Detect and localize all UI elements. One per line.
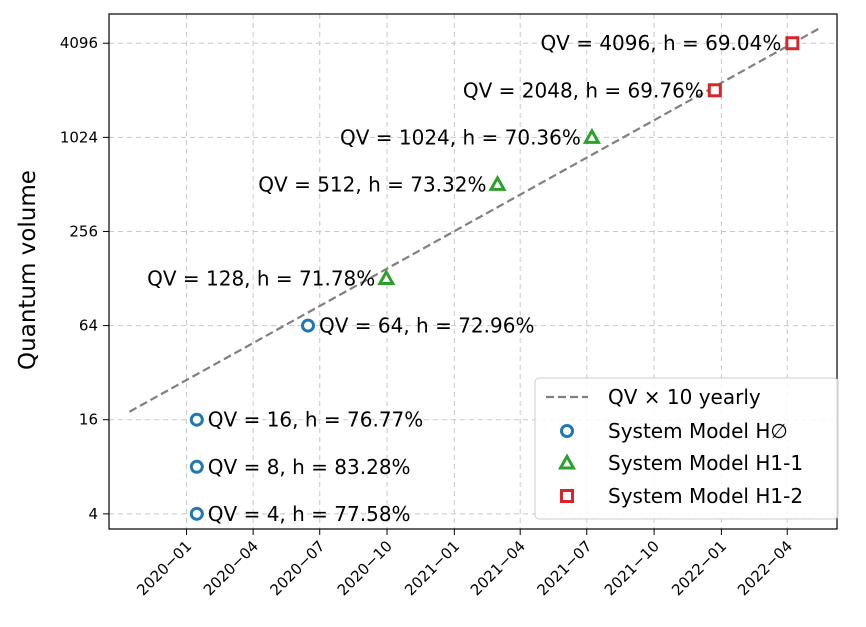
- triangle-marker: [582, 127, 601, 144]
- triangle-marker: [377, 268, 396, 286]
- x-tick-label: 2020−04: [200, 537, 262, 599]
- circle-marker: [189, 459, 204, 474]
- circle-marker: [189, 506, 204, 521]
- legend-label: System Model H1-1: [608, 451, 803, 475]
- legend: QV × 10 yearly System Model H∅ System Mode…: [534, 377, 839, 520]
- y-tick-label: 64: [79, 317, 98, 335]
- x-tick-label: 2021−07: [533, 537, 595, 599]
- y-tick-label: 16: [79, 411, 98, 429]
- x-tick-label: 2020−10: [334, 537, 396, 599]
- square-marker: [785, 36, 800, 51]
- annotations-layer: QV = 4, h = 77.58% QV = 8, h = 83.28% QV =…: [147, 31, 781, 526]
- point-label: QV = 4, h = 77.58%: [208, 502, 411, 526]
- point-label: QV = 16, h = 76.77%: [208, 408, 423, 432]
- x-tick-label: 2021−10: [601, 537, 663, 599]
- x-tick-label: 2021−01: [401, 537, 463, 599]
- legend-label: System Model H∅: [608, 419, 788, 443]
- point-label: QV = 1024, h = 70.36%: [340, 125, 581, 149]
- triangle-marker: [488, 174, 507, 191]
- y-tick-label: 4096: [60, 34, 98, 52]
- square-marker: [560, 489, 574, 503]
- point-label: QV = 64, h = 72.96%: [319, 314, 534, 338]
- point-label: QV = 8, h = 83.28%: [208, 455, 411, 479]
- circle-marker: [560, 424, 574, 438]
- x-tick-label: 2022−04: [734, 537, 796, 599]
- x-tick-label: 2020−07: [266, 537, 328, 599]
- points-layer: [189, 36, 800, 521]
- square-marker: [707, 83, 722, 98]
- point-label: QV = 2048, h = 69.76%: [463, 78, 704, 102]
- y-tick-label: 4: [88, 505, 98, 523]
- x-tick-label: 2021−04: [467, 537, 529, 599]
- plot-frame: [108, 13, 838, 530]
- circle-marker: [189, 412, 204, 427]
- x-tick-label: 2022−01: [668, 537, 730, 599]
- y-tick-label: 1024: [60, 128, 98, 146]
- point-label: QV = 128, h = 71.78%: [147, 267, 375, 291]
- legend-label: System Model H1-2: [608, 484, 803, 508]
- circle-marker: [301, 318, 316, 333]
- point-label: QV = 4096, h = 69.04%: [540, 31, 781, 55]
- legend-box: [534, 377, 839, 520]
- x-tick-label: 2020−01: [133, 537, 195, 599]
- y-axis-label: Quantum volume: [15, 170, 41, 370]
- y-tick-label: 256: [69, 222, 98, 240]
- legend-label: QV × 10 yearly: [608, 385, 761, 409]
- triangle-marker: [557, 453, 577, 470]
- point-label: QV = 512, h = 73.32%: [258, 172, 486, 196]
